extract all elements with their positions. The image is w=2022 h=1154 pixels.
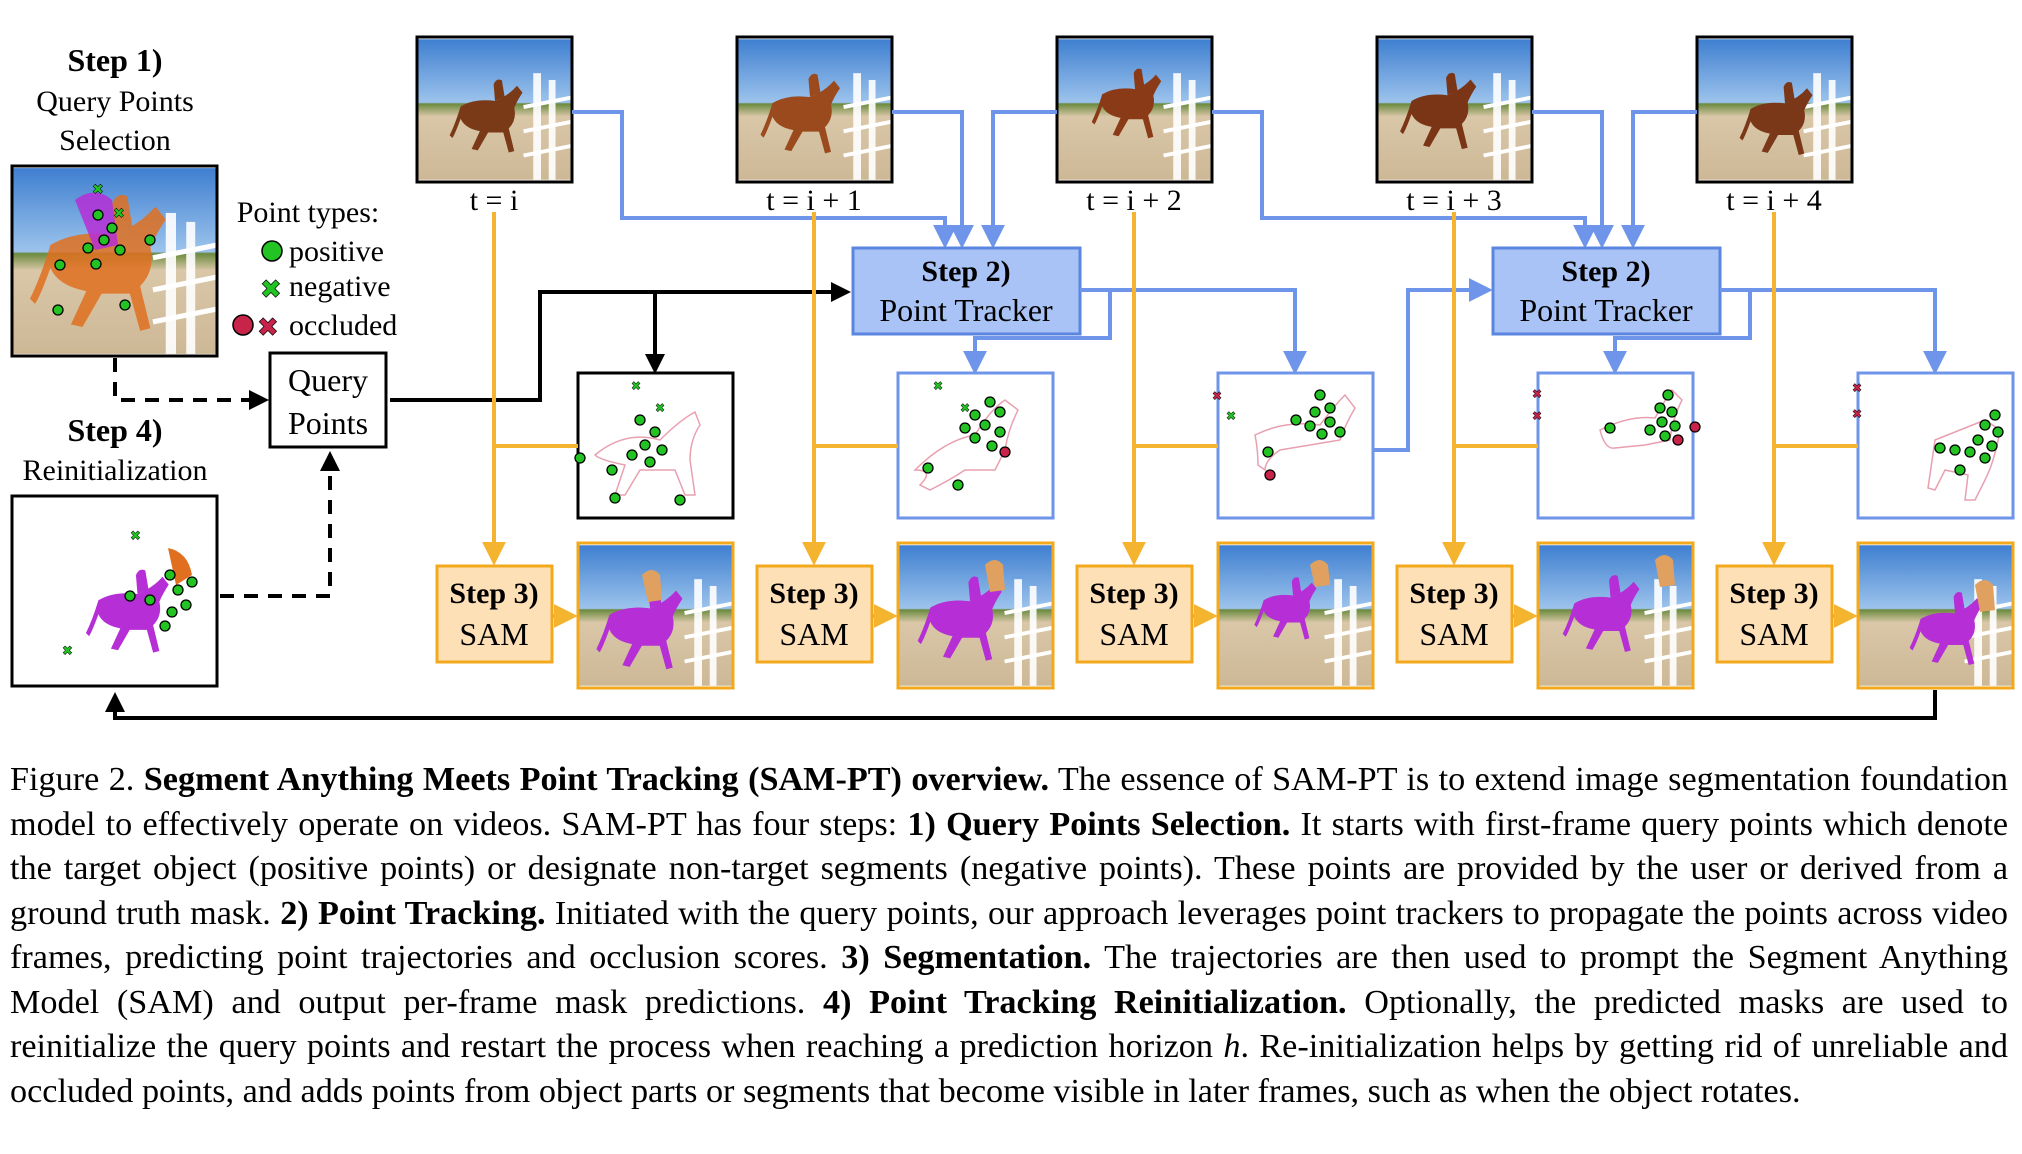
svg-text:✖: ✖ <box>1532 409 1542 423</box>
sam-4-title: Step 3) <box>1729 577 1818 610</box>
occluded-cross-icon: ✖ <box>257 313 279 343</box>
sam-2-title: Step 3) <box>1089 577 1178 610</box>
caption-step4-end: . <box>1240 1028 1249 1065</box>
svg-text:✖: ✖ <box>113 206 125 222</box>
reinit-loop-arrow <box>105 690 1937 720</box>
mask-frame-0 <box>576 541 735 690</box>
legend-positive-label: positive <box>289 235 384 268</box>
step4-subtitle: Reinitialization <box>23 454 208 487</box>
mask-frame-1 <box>896 541 1055 690</box>
figure-caption: Figure 2. Segment Anything Meets Point T… <box>10 758 2008 1114</box>
mask-frame-4 <box>1856 541 2015 690</box>
points-frame-1: ✖ ✖ <box>896 371 1055 520</box>
query-points-line1: Query <box>288 362 368 398</box>
points-frame-0: ✖ ✖ <box>574 371 735 520</box>
frame-0 <box>415 35 574 184</box>
svg-text:✖: ✖ <box>631 379 641 393</box>
step1-first-frame-image <box>10 164 219 358</box>
step4-title: Step 4) <box>67 412 162 448</box>
step1-subtitle-line1: Query Points <box>36 85 194 118</box>
query-points-line2: Points <box>288 405 368 441</box>
step1-title: Step 1) <box>67 42 162 78</box>
orange-arrows <box>482 212 1858 628</box>
caption-outro: Re-initialization helps by getting rid o… <box>10 1028 2008 1110</box>
frame-4-label: t = i + 4 <box>1726 184 1822 217</box>
frame-3-label: t = i + 3 <box>1406 184 1502 217</box>
sam-1-label: SAM <box>779 616 848 652</box>
caption-step4-head: 4) Point Tracking Reinitialization. <box>822 983 1347 1021</box>
occluded-point-icon <box>232 314 254 336</box>
caption-step4-text: Optionally, the predicted masks are used… <box>10 983 2009 1066</box>
caption-intro: The essence of SAM-PT is to extend image… <box>10 761 2009 843</box>
frame-1 <box>735 35 894 184</box>
caption-step1-text: It starts with first-frame query points … <box>10 805 2009 932</box>
step4-to-query-arrow <box>220 451 340 598</box>
svg-text:✖: ✖ <box>1852 381 1862 395</box>
sam-0-title: Step 3) <box>449 577 538 610</box>
query-points-box <box>268 351 388 449</box>
frame-2 <box>1055 35 1214 184</box>
point-types-title: Point types: <box>237 196 380 229</box>
sam-box-0: Step 3) SAM <box>435 564 554 664</box>
query-to-tracker-arrow <box>390 282 851 402</box>
positive-point-icon <box>261 240 283 262</box>
points-frame-4: ✖ ✖ <box>1852 371 2015 520</box>
step1-to-query-arrow <box>113 358 269 410</box>
caption-step1-head: 1) Query Points Selection. <box>907 805 1291 843</box>
sam-box-2: Step 3) SAM <box>1075 564 1194 664</box>
step4-reinit-image: ✖ ✖ <box>10 494 219 688</box>
tracker-to-points-arrows <box>963 278 1947 452</box>
frame-to-tracker-arrows <box>572 110 1697 249</box>
caption-step3-head: 3) Segmentation. <box>841 939 1092 976</box>
caption-fig-label: Figure 2. <box>10 761 135 798</box>
tracker-1-title: Step 2) <box>921 255 1010 288</box>
svg-text:✖: ✖ <box>960 401 970 415</box>
sam-0-label: SAM <box>459 616 528 652</box>
point-tracker-box-2: Step 2) Point Tracker <box>1491 246 1722 336</box>
svg-text:✖: ✖ <box>92 182 104 198</box>
svg-text:✖: ✖ <box>1532 387 1542 401</box>
mask-frame-2 <box>1216 541 1375 690</box>
caption-horizon-var: h <box>1223 1028 1241 1065</box>
frame-2-label: t = i + 2 <box>1086 184 1182 217</box>
frame-4 <box>1695 35 1854 184</box>
svg-text:✖: ✖ <box>62 644 73 659</box>
points-frame-3: ✖ ✖ <box>1532 371 1701 520</box>
frame-0-label: t = i <box>470 184 519 217</box>
negative-point-icon: ✖ <box>260 275 282 305</box>
sam-box-4: Step 3) SAM <box>1715 564 1834 664</box>
sam-3-title: Step 3) <box>1409 577 1498 610</box>
svg-text:✖: ✖ <box>130 529 141 544</box>
svg-text:✖: ✖ <box>1852 407 1862 421</box>
svg-text:✖: ✖ <box>1212 389 1222 403</box>
caption-step3-text: The trajectories are then used to prompt… <box>10 939 2008 1021</box>
sam-4-label: SAM <box>1739 616 1808 652</box>
mask-frame-3 <box>1536 541 1695 690</box>
svg-text:✖: ✖ <box>933 379 943 393</box>
caption-title: Segment Anything Meets Point Tracking (S… <box>143 761 1049 798</box>
sam-2-label: SAM <box>1099 616 1168 652</box>
points-frame-2: ✖ ✖ <box>1212 371 1375 520</box>
tracker-2-label: Point Tracker <box>1519 292 1693 328</box>
svg-text:✖: ✖ <box>655 401 665 415</box>
step1-subtitle-line2: Selection <box>59 124 171 157</box>
sam-box-1: Step 3) SAM <box>755 564 874 664</box>
legend-occluded-label: occluded <box>289 309 397 342</box>
caption-step2-text: Initiated with the query points, our app… <box>10 894 2009 977</box>
frame-1-label: t = i + 1 <box>766 184 862 217</box>
sam-3-label: SAM <box>1419 616 1488 652</box>
sam-box-3: Step 3) SAM <box>1395 564 1514 664</box>
caption-step2-head: 2) Point Tracking. <box>280 894 546 932</box>
step1-points: ✖ ✖ <box>52 182 156 316</box>
tracker-2-title: Step 2) <box>1561 255 1650 288</box>
frame-3 <box>1375 35 1534 184</box>
legend-negative-label: negative <box>289 270 391 303</box>
point-tracker-box-1: Step 2) Point Tracker <box>851 246 1082 336</box>
sam-pt-diagram: Step 1) Query Points Selection ✖ ✖ Point… <box>10 35 2015 720</box>
tracker-1-label: Point Tracker <box>879 292 1053 328</box>
sam-1-title: Step 3) <box>769 577 858 610</box>
svg-text:✖: ✖ <box>1226 409 1236 423</box>
